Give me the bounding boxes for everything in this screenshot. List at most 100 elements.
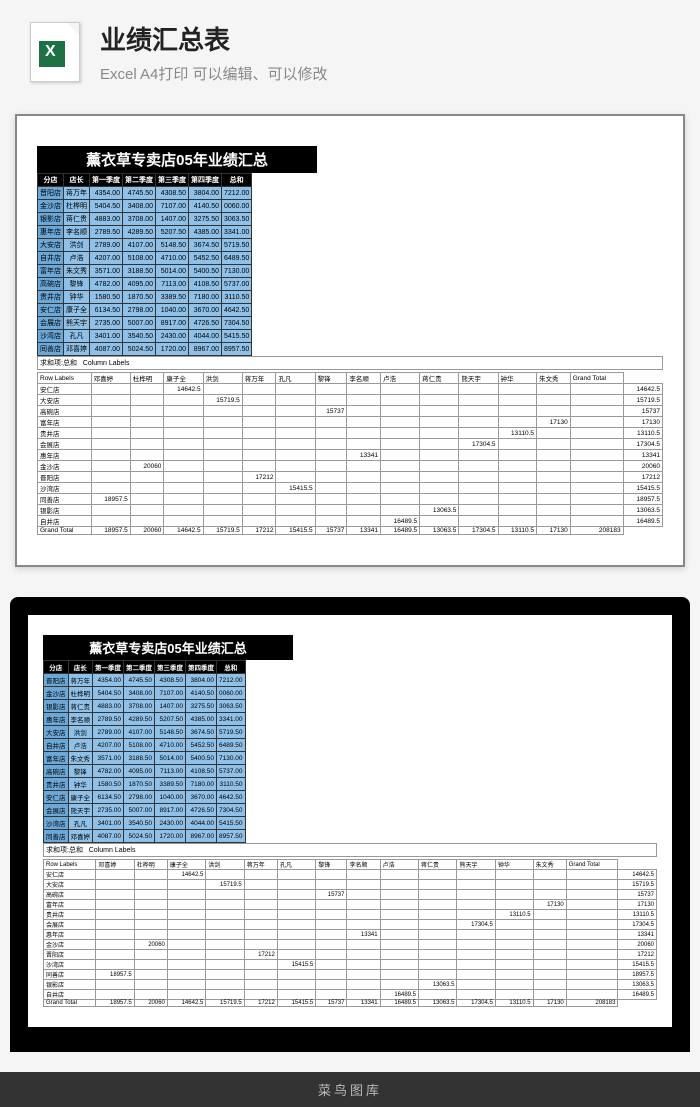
pivot-row: 富年店1713017130 <box>44 900 657 910</box>
pivot-cell <box>566 930 618 940</box>
pivot-cell <box>96 890 134 900</box>
pivot-cell <box>347 483 381 494</box>
pivot-cell <box>130 472 164 483</box>
pivot-cell <box>206 960 244 970</box>
value-cell: 3540.50 <box>124 817 155 830</box>
pivot-cell <box>244 980 277 990</box>
table-row: 银影店蒋仁贵4883.003708.001407.003275.503063.5… <box>44 700 246 713</box>
value-cell: 7107.00 <box>155 687 186 700</box>
value-cell: 3401.00 <box>93 817 124 830</box>
pivot-cell <box>91 417 130 428</box>
pivot-row: 惠年店1334113341 <box>44 930 657 940</box>
pivot-cell <box>96 910 134 920</box>
pivot-col: 卢浩 <box>380 860 418 870</box>
pivot-cell <box>164 483 203 494</box>
manager-cell: 杜桦明 <box>68 687 93 700</box>
pivot-row-total: 17212 <box>623 472 662 483</box>
pivot-cell <box>381 406 420 417</box>
pivot-cell <box>134 910 167 920</box>
pivot-cell <box>316 880 347 890</box>
pivot-cell: 18957.5 <box>96 970 134 980</box>
pivot-cell <box>533 930 566 940</box>
pivot-cell <box>566 910 618 920</box>
value-cell: 5108.00 <box>123 252 156 265</box>
pivot-cell <box>419 960 457 970</box>
grand-cell: 17304.5 <box>459 527 498 535</box>
pivot-cell <box>498 472 537 483</box>
pivot-cell <box>495 920 533 930</box>
table-row: 自井店卢浩4207.005108.004710.005452.506489.50 <box>38 252 252 265</box>
pivot-cell <box>242 483 276 494</box>
pivot-cell <box>164 494 203 505</box>
table-row: 贵井店钟华1580.501870.503389.507180.003110.50 <box>38 291 252 304</box>
pivot-row-total: 13110.5 <box>623 428 662 439</box>
table-row: 金沙店杜桦明5404.503408.007107.004140.500060.0… <box>44 687 246 700</box>
pivot-col: 钟华 <box>495 860 533 870</box>
pivot-cell <box>130 505 164 516</box>
pivot-cell <box>380 910 418 920</box>
pivot-col: 熊天宇 <box>459 373 498 384</box>
pivot-cell <box>277 890 315 900</box>
pivot-cell <box>206 950 244 960</box>
col-header: 第四季度 <box>189 174 222 187</box>
pivot-cell <box>420 483 459 494</box>
manager-cell: 黎锋 <box>68 765 93 778</box>
pivot-cell <box>498 417 537 428</box>
pivot-col: 卢浩 <box>381 373 420 384</box>
pivot-row-label: 贵井店 <box>38 428 92 439</box>
value-cell: 4107.00 <box>124 726 155 739</box>
pivot-row-total: 17130 <box>623 417 662 428</box>
table-row: 同善店邓喜婷4087.005024.501720.008967.008957.5… <box>44 830 246 843</box>
pivot-cell <box>206 920 244 930</box>
value-cell: 4308.50 <box>156 187 189 200</box>
pivot-cell <box>459 505 498 516</box>
pivot-cell <box>498 406 537 417</box>
pivot-cell <box>316 980 347 990</box>
table-row: 安仁店康子全6134.502798.001040.003670.004642.5… <box>44 791 246 804</box>
pivot-cell <box>566 880 618 890</box>
value-cell: 3670.00 <box>189 304 222 317</box>
pivot-container-2: 求和项:总和 Column LabelsRow Labels邓喜婷杜桦明康子全洪… <box>43 843 657 1007</box>
table-row: 安仁店康子全6134.502798.001040.003670.004642.5… <box>38 304 252 317</box>
pivot-cell: 14642.5 <box>167 870 205 880</box>
pivot-cell <box>420 406 459 417</box>
pivot-cell <box>495 960 533 970</box>
value-cell: 3110.50 <box>222 291 252 304</box>
manager-cell: 康子全 <box>68 791 93 804</box>
value-cell: 3674.50 <box>189 239 222 252</box>
col-header: 第四季度 <box>186 661 217 674</box>
pivot-cell <box>167 940 205 950</box>
pivot-cell <box>134 990 167 1000</box>
watermark: 菜鸟图库 <box>0 1072 700 1107</box>
pivot-cell <box>244 910 277 920</box>
value-cell: 0060.00 <box>217 687 246 700</box>
pivot-cell <box>277 950 315 960</box>
pivot-sum-label: 求和项:总和 Column Labels <box>43 843 657 857</box>
pivot-row: 金沙店2006020060 <box>44 940 657 950</box>
pivot-cell: 15415.5 <box>276 483 315 494</box>
value-cell: 7107.00 <box>156 200 189 213</box>
pivot-cell <box>316 870 347 880</box>
pivot-cell <box>457 870 495 880</box>
value-cell: 4108.50 <box>189 278 222 291</box>
pivot-cell <box>277 930 315 940</box>
pivot-cell <box>277 920 315 930</box>
pivot-cell <box>495 980 533 990</box>
pivot-cell <box>316 970 347 980</box>
pivot-cell <box>315 395 347 406</box>
store-cell: 会展店 <box>38 317 64 330</box>
table-row: 高碗店黎锋4782.004095.007113.004108.505737.00 <box>38 278 252 291</box>
doc-title: 薰衣草专卖店05年业绩汇总 <box>37 146 317 173</box>
value-cell: 3804.00 <box>186 674 217 687</box>
pivot-cell <box>533 910 566 920</box>
pivot-cell <box>380 980 418 990</box>
pivot-cell <box>570 494 623 505</box>
pivot-cell <box>164 406 203 417</box>
value-cell: 6489.50 <box>217 739 246 752</box>
pivot-cell <box>381 384 420 395</box>
pivot-cell <box>457 990 495 1000</box>
pivot-cell <box>533 980 566 990</box>
value-cell: 5737.00 <box>217 765 246 778</box>
pivot-cell <box>380 930 418 940</box>
pivot-cell <box>96 990 134 1000</box>
